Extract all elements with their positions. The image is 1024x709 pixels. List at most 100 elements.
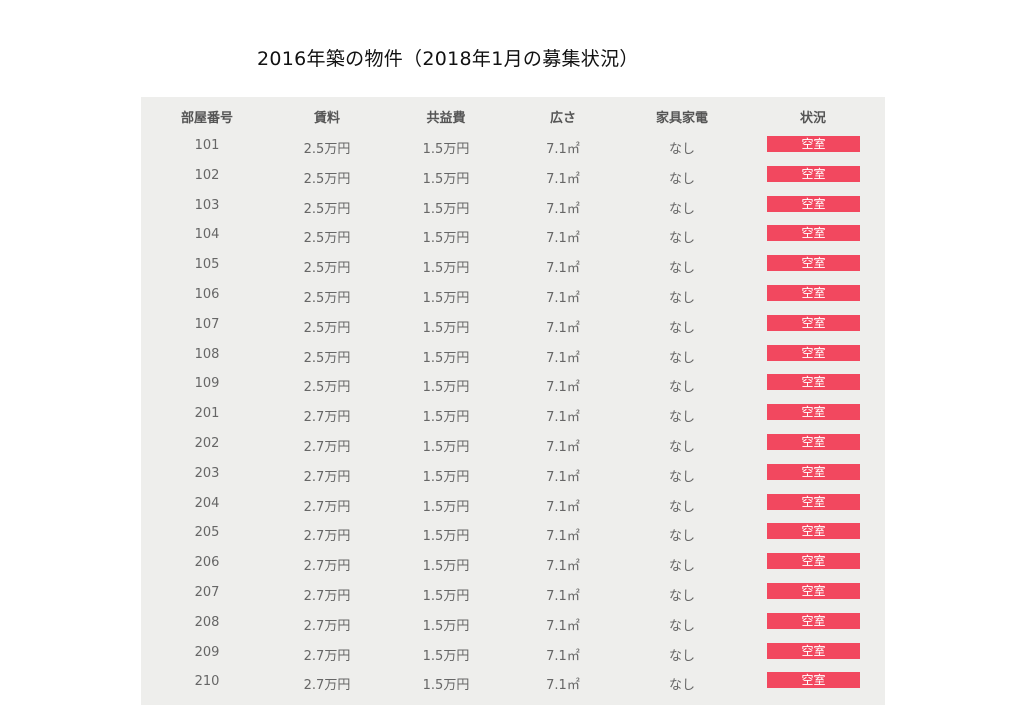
common-fee-cell: 1.5万円	[422, 559, 470, 575]
common-fee-cell: 1.5万円	[422, 589, 470, 604]
status-badge: 空室	[767, 285, 860, 301]
furniture-cell: なし	[668, 678, 696, 694]
status-badge: 空室	[767, 523, 860, 540]
status-badge: 空室	[767, 642, 860, 659]
status-badge: 空室	[767, 225, 860, 242]
common-fee-cell: 1.5万円	[422, 350, 470, 366]
room-number-cell: 109	[194, 376, 220, 392]
column-header-area: 広さ	[549, 111, 577, 126]
rent-cell: 2.5万円	[303, 261, 351, 277]
rent-cell: 2.7万円	[303, 499, 351, 515]
area-cell: 7.1㎡	[546, 618, 580, 634]
vacancy-table: 部屋番号 賃料 共益費 広さ 家具家電 状況 101 2.5万円 1.5万円 7.1㎡…	[141, 97, 885, 705]
furniture-cell: なし	[668, 559, 696, 575]
room-number-cell: 103	[194, 197, 220, 213]
status-badge: 空室	[767, 314, 860, 331]
table-row: 103 2.5万円 1.5万円 7.1㎡ なし 空室	[141, 193, 885, 223]
room-number-cell: 203	[194, 465, 220, 481]
common-fee-cell: 1.5万円	[422, 142, 470, 157]
common-fee-cell: 1.5万円	[422, 469, 470, 485]
status-badge: 空室	[767, 374, 860, 391]
column-header-rent: 賃料	[313, 111, 341, 126]
common-fee-cell: 1.5万円	[422, 678, 470, 694]
rent-cell: 2.5万円	[303, 320, 351, 336]
common-fee-cell: 1.5万円	[422, 291, 470, 306]
furniture-cell: なし	[668, 380, 696, 396]
rent-cell: 2.5万円	[303, 231, 351, 247]
furniture-cell: なし	[668, 440, 696, 455]
status-badge: 空室	[767, 255, 860, 272]
room-number-cell: 106	[194, 287, 220, 302]
area-cell: 7.1㎡	[546, 231, 580, 247]
furniture-cell: なし	[668, 589, 696, 604]
status-badge: 空室	[767, 344, 860, 361]
furniture-cell: なし	[668, 499, 696, 515]
area-cell: 7.1㎡	[546, 261, 580, 277]
table-row: 203 2.7万円 1.5万円 7.1㎡ なし 空室	[141, 461, 885, 491]
column-header-status: 状況	[799, 111, 827, 126]
room-number-cell: 201	[194, 406, 220, 422]
rent-cell: 2.5万円	[303, 350, 351, 366]
table-row: 106 2.5万円 1.5万円 7.1㎡ なし 空室	[141, 282, 885, 312]
furniture-cell: なし	[668, 469, 696, 485]
area-cell: 7.1㎡	[546, 559, 580, 575]
table-row: 202 2.7万円 1.5万円 7.1㎡ なし 空室	[141, 431, 885, 461]
rent-cell: 2.7万円	[303, 618, 351, 634]
room-number-cell: 108	[194, 346, 220, 362]
column-header-common-fee: 共益費	[426, 111, 466, 126]
table-row: 204 2.7万円 1.5万円 7.1㎡ なし 空室	[141, 491, 885, 521]
area-cell: 7.1㎡	[546, 171, 580, 187]
column-header-room-number: 部屋番号	[180, 111, 234, 126]
common-fee-cell: 1.5万円	[422, 499, 470, 515]
common-fee-cell: 1.5万円	[422, 320, 470, 336]
status-badge: 空室	[767, 583, 860, 599]
area-cell: 7.1㎡	[546, 678, 580, 694]
area-cell: 7.1㎡	[546, 589, 580, 604]
status-badge: 空室	[767, 553, 860, 570]
rent-cell: 2.7万円	[303, 559, 351, 575]
area-cell: 7.1㎡	[546, 380, 580, 396]
area-cell: 7.1㎡	[546, 291, 580, 306]
area-cell: 7.1㎡	[546, 440, 580, 455]
rent-cell: 2.5万円	[303, 380, 351, 396]
table-row: 201 2.7万円 1.5万円 7.1㎡ なし 空室	[141, 401, 885, 431]
common-fee-cell: 1.5万円	[422, 171, 470, 187]
status-badge: 空室	[767, 493, 860, 510]
table-row: 102 2.5万円 1.5万円 7.1㎡ なし 空室	[141, 163, 885, 193]
rent-cell: 2.7万円	[303, 648, 351, 664]
rent-cell: 2.7万円	[303, 529, 351, 545]
furniture-cell: なし	[668, 320, 696, 336]
table-row: 206 2.7万円 1.5万円 7.1㎡ なし 空室	[141, 550, 885, 580]
area-cell: 7.1㎡	[546, 320, 580, 336]
room-number-cell: 107	[194, 316, 220, 332]
status-badge: 空室	[767, 404, 860, 421]
furniture-cell: なし	[668, 261, 696, 277]
furniture-cell: なし	[668, 410, 696, 426]
area-cell: 7.1㎡	[546, 499, 580, 515]
room-number-cell: 208	[194, 614, 220, 630]
table-row: 101 2.5万円 1.5万円 7.1㎡ なし 空室	[141, 133, 885, 163]
common-fee-cell: 1.5万円	[422, 380, 470, 396]
room-number-cell: 207	[194, 585, 220, 600]
furniture-cell: なし	[668, 618, 696, 634]
furniture-cell: なし	[668, 350, 696, 366]
room-number-cell: 209	[194, 644, 220, 660]
common-fee-cell: 1.5万円	[422, 648, 470, 664]
table-row: 205 2.7万円 1.5万円 7.1㎡ なし 空室	[141, 520, 885, 550]
room-number-cell: 102	[194, 167, 220, 183]
common-fee-cell: 1.5万円	[422, 201, 470, 217]
common-fee-cell: 1.5万円	[422, 440, 470, 455]
room-number-cell: 101	[194, 138, 220, 153]
furniture-cell: なし	[668, 231, 696, 247]
common-fee-cell: 1.5万円	[422, 618, 470, 634]
table-row: 208 2.7万円 1.5万円 7.1㎡ なし 空室	[141, 610, 885, 640]
page-title: 2016年築の物件（2018年1月の募集状況）	[257, 48, 639, 70]
rent-cell: 2.5万円	[303, 201, 351, 217]
table-row: 109 2.5万円 1.5万円 7.1㎡ なし 空室	[141, 371, 885, 401]
status-badge: 空室	[767, 165, 860, 182]
rent-cell: 2.7万円	[303, 469, 351, 485]
furniture-cell: なし	[668, 201, 696, 217]
area-cell: 7.1㎡	[546, 201, 580, 217]
rent-cell: 2.5万円	[303, 142, 351, 157]
column-header-furniture: 家具家電	[655, 111, 709, 126]
